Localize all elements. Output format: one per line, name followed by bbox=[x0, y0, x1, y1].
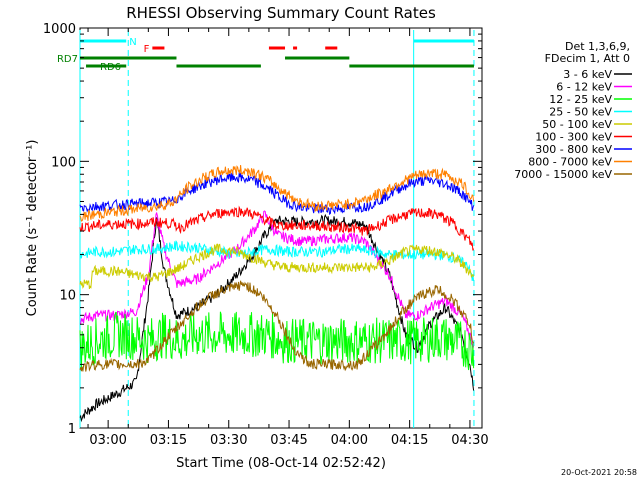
x-tick-label-0: 03:00 bbox=[89, 433, 126, 448]
series-line-1 bbox=[79, 210, 475, 350]
legend-label-4: 50 - 100 keV bbox=[542, 118, 612, 131]
legend-label-1: 6 - 12 keV bbox=[556, 81, 612, 94]
x-tick-label-6: 04:30 bbox=[451, 433, 488, 448]
x-axis-label: Start Time (08-Oct-14 02:52:42) bbox=[176, 456, 386, 471]
flag-label-f: F bbox=[144, 44, 150, 55]
y-tick-label-2: 100 bbox=[51, 155, 76, 170]
x-tick-label-3: 03:45 bbox=[270, 433, 307, 448]
x-tick-label-2: 03:30 bbox=[210, 433, 247, 448]
plot-frame bbox=[79, 27, 483, 429]
series-line-4 bbox=[79, 243, 475, 290]
legend-label-2: 12 - 25 keV bbox=[549, 93, 612, 106]
chart-title: RHESSI Observing Summary Count Rates bbox=[126, 4, 436, 22]
series-line-6 bbox=[79, 172, 475, 216]
series-lines bbox=[79, 165, 475, 423]
x-tick-label-1: 03:15 bbox=[150, 433, 187, 448]
series-line-5 bbox=[79, 205, 475, 251]
series-line-8 bbox=[79, 280, 475, 372]
y-tick-label-1: 10 bbox=[59, 289, 76, 304]
legend-label-8: 7000 - 15000 keV bbox=[514, 168, 612, 181]
y-tick-label-0: 1 bbox=[68, 422, 76, 437]
legend-header-0: Det 1,3,6,9, bbox=[565, 40, 630, 53]
x-tick-label-5: 04:15 bbox=[391, 433, 428, 448]
plot-border bbox=[79, 27, 483, 429]
legend-label-0: 3 - 6 keV bbox=[563, 68, 612, 81]
legend-label-7: 800 - 7000 keV bbox=[528, 156, 612, 169]
observing-flags: NF RD7 RD6 bbox=[57, 37, 474, 73]
flag-label-rd7: RD7 bbox=[57, 54, 78, 65]
legend-label-6: 300 - 800 keV bbox=[535, 143, 612, 156]
legend-header-1: FDecim 1, Att 0 bbox=[545, 52, 630, 65]
series-line-2 bbox=[79, 311, 475, 371]
x-tick-label-4: 04:00 bbox=[331, 433, 368, 448]
legend-label-3: 25 - 50 keV bbox=[549, 106, 612, 119]
legend-label-5: 100 - 300 keV bbox=[535, 131, 612, 144]
y-tick-label-3: 1000 bbox=[43, 22, 76, 37]
generation-timestamp: 20-Oct-2021 20:58 bbox=[561, 468, 637, 477]
series-line-7 bbox=[79, 165, 475, 222]
flag-label-rd6: RD6 bbox=[100, 62, 121, 73]
axes: 03:00 03:15 03:30 03:45 04:00 04:15 04:30 1 10 10… bbox=[43, 22, 489, 448]
y-axis-label: Count Rate (s⁻¹ detector⁻¹) bbox=[25, 140, 40, 317]
flag-label-n: N bbox=[129, 37, 136, 48]
